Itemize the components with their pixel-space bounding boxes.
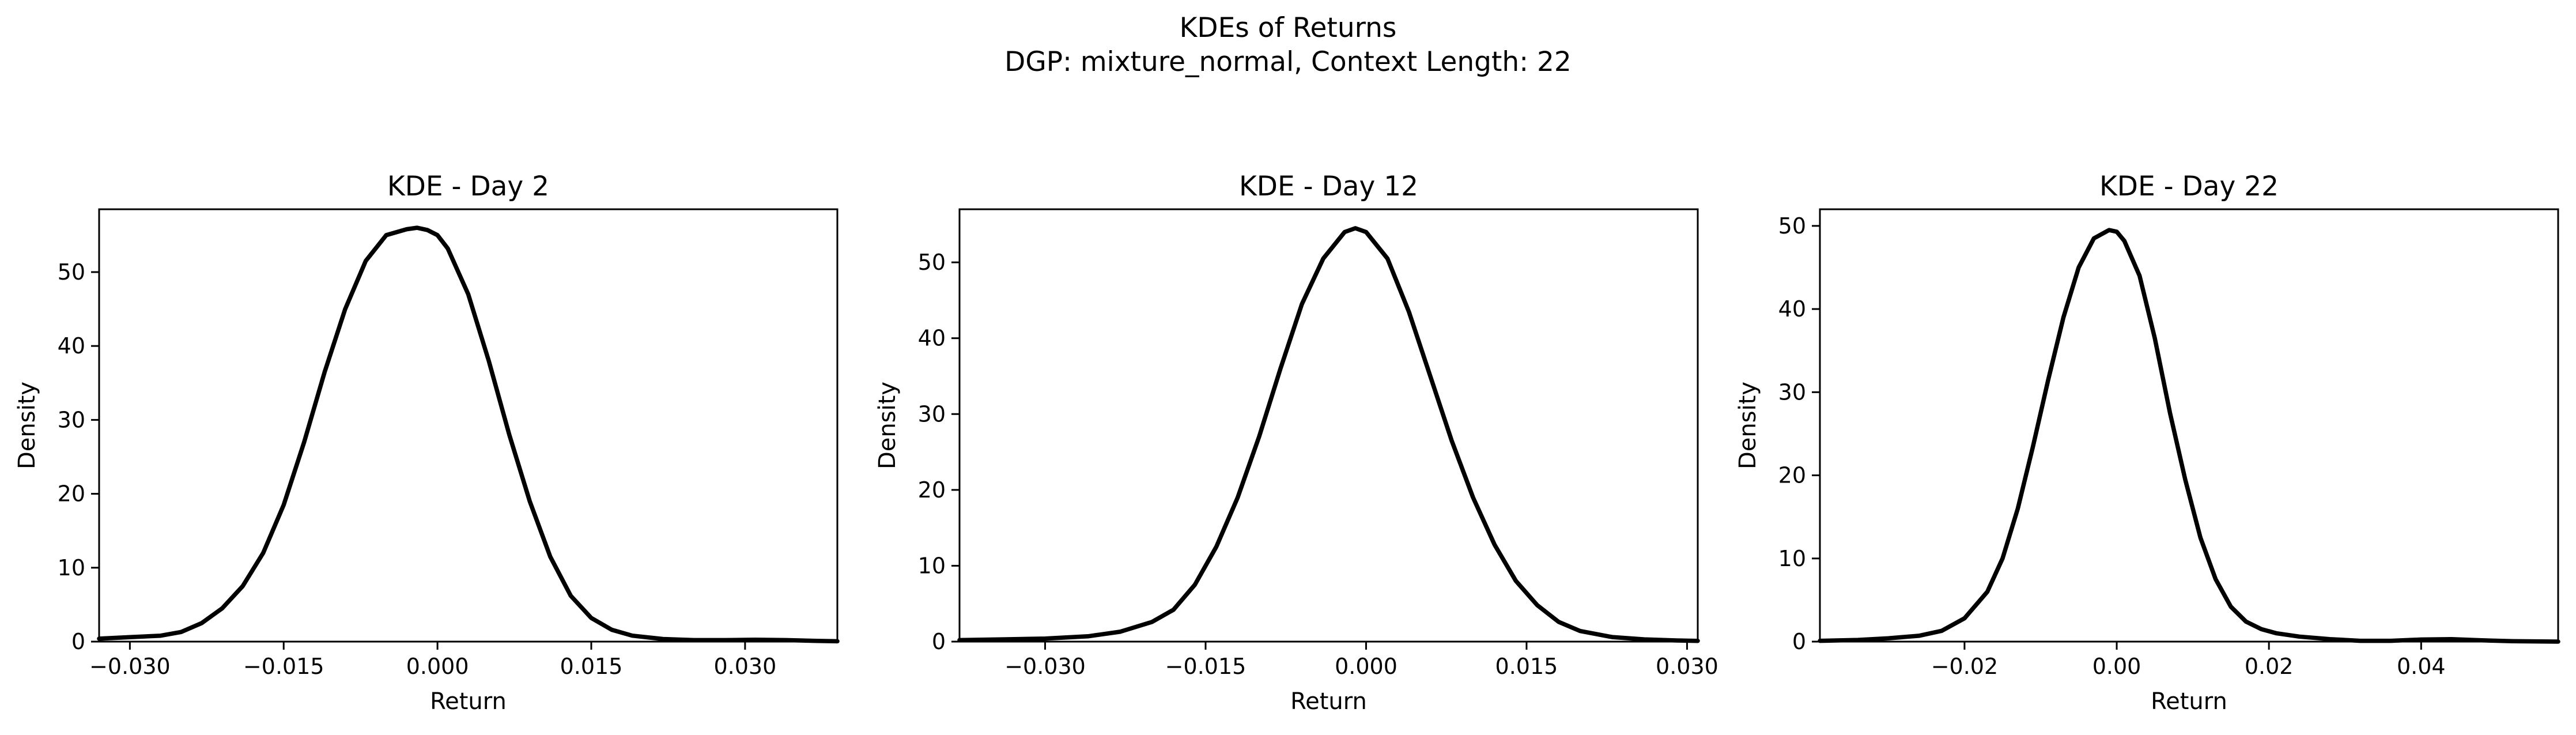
x-tick-label: 0.00 (2092, 654, 2141, 679)
y-tick-label: 30 (1778, 379, 1806, 405)
x-tick-label: −0.030 (89, 654, 171, 679)
y-tick-label: 0 (1792, 629, 1806, 654)
x-tick-label: 0.030 (713, 654, 776, 679)
panel-title: KDE - Day 2 (387, 171, 549, 202)
y-tick-label: 0 (71, 629, 85, 654)
x-tick-label: 0.030 (1656, 654, 1718, 679)
x-tick-label: 0.000 (406, 654, 469, 679)
plot-frame (958, 208, 1699, 643)
plot-frame (1819, 208, 2559, 643)
x-tick-label: −0.02 (1931, 654, 1998, 679)
x-axis-label: Return (430, 688, 507, 715)
y-tick-label: 30 (58, 407, 85, 432)
kde-panel-1: KDE - Day 2 −0.030 −0.015 0.000 0.015 0.030 0 1… (14, 171, 840, 715)
y-axis-label: Density (874, 382, 901, 469)
y-tick-label: 50 (1778, 213, 1806, 239)
x-tick-label: 0.000 (1335, 654, 1397, 679)
x-axis-label: Return (2151, 688, 2227, 715)
y-tick-label: 30 (918, 401, 946, 427)
x-tick-label: 0.015 (560, 654, 623, 679)
kde-panel-3: KDE - Day 22 −0.02 0.00 0.02 0.04 0 10 20 30 40 50… (1735, 171, 2560, 715)
x-axis-label: Return (1290, 688, 1367, 715)
kde-curve (957, 226, 1700, 643)
x-tick-label: −0.015 (1165, 654, 1247, 679)
x-tick-label: 0.02 (2245, 654, 2294, 679)
y-tick-label: 40 (918, 326, 946, 351)
figure-title-line1: KDEs of Returns (1180, 12, 1397, 44)
x-tick-label: 0.04 (2397, 654, 2446, 679)
panel-title: KDE - Day 12 (1239, 171, 1418, 202)
x-tick-label: −0.030 (1004, 654, 1086, 679)
kde-curve (97, 225, 840, 644)
figure-title-line2: DGP: mixture_normal, Context Length: 22 (1004, 46, 1572, 78)
kde-panel-2: KDE - Day 12 −0.030 −0.015 0.000 0.015 0.030 0… (874, 171, 1718, 715)
y-tick-label: 20 (918, 477, 946, 503)
y-tick-label: 40 (1778, 296, 1806, 322)
y-tick-label: 40 (58, 333, 85, 359)
x-tick-label: 0.015 (1495, 654, 1558, 679)
panel-title: KDE - Day 22 (2099, 171, 2279, 202)
y-tick-label: 0 (932, 629, 946, 654)
y-tick-label: 10 (58, 555, 85, 581)
y-tick-label: 20 (58, 481, 85, 507)
x-tick-label: −0.015 (243, 654, 324, 679)
y-tick-label: 10 (918, 553, 946, 578)
y-axis-label: Density (14, 382, 40, 469)
y-tick-label: 10 (1778, 546, 1806, 571)
y-tick-label: 20 (1778, 463, 1806, 488)
y-tick-label: 50 (918, 250, 946, 275)
y-axis-label: Density (1735, 382, 1761, 469)
y-tick-label: 50 (58, 259, 85, 285)
plot-frame (98, 208, 838, 643)
